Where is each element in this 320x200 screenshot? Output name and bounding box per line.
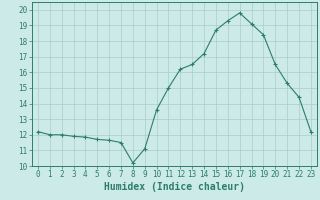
X-axis label: Humidex (Indice chaleur): Humidex (Indice chaleur) — [104, 182, 245, 192]
